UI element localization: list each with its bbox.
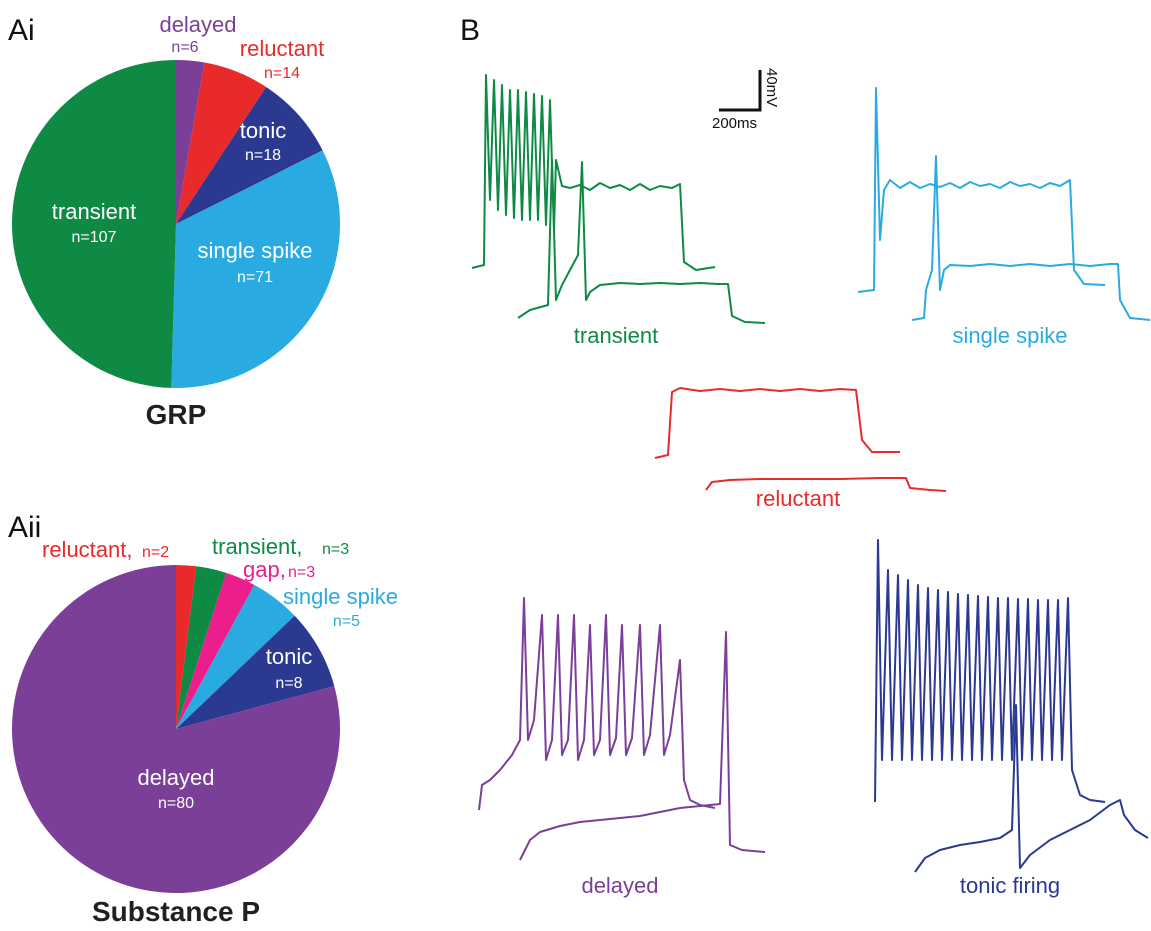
- grp-label-reluctant: reluctant: [240, 36, 324, 61]
- sp-n-tonic: n=8: [275, 675, 302, 692]
- sp-label-tonic: tonic: [266, 644, 312, 669]
- trace-label-reluctant: reluctant: [756, 486, 840, 511]
- trace-tonic-firing: [874, 539, 1149, 873]
- pie-title-grp: GRP: [146, 399, 207, 430]
- grp-slice-reluctant: [176, 62, 267, 224]
- trace-label-transient: transient: [574, 323, 658, 348]
- sp-n-gap: n=3: [288, 564, 315, 581]
- scale-bar: 200ms 40mV: [712, 68, 780, 132]
- sp-label-reluctant: reluctant,: [42, 537, 133, 562]
- sp-label-gap: gap,: [243, 557, 286, 582]
- grp-n-reluctant: n=14: [264, 65, 300, 82]
- scale-bar-voltage: 40mV: [763, 68, 780, 107]
- scale-bar-time: 200ms: [712, 115, 757, 132]
- grp-n-delayed: n=6: [171, 39, 198, 56]
- sp-slice-tonic: [176, 615, 335, 729]
- sp-n-delayed: n=80: [158, 795, 194, 812]
- trace-single-spike: [857, 87, 1151, 321]
- grp-n-tonic: n=18: [245, 147, 281, 164]
- grp-n-single-spike: n=71: [237, 269, 273, 286]
- trace-label-delayed: delayed: [581, 873, 658, 898]
- grp-slice-tonic: [176, 86, 323, 224]
- sp-slice-single-spike: [176, 584, 295, 729]
- grp-slice-transient: [12, 60, 177, 388]
- grp-label-delayed: delayed: [159, 12, 236, 37]
- sp-slice-reluctant: [176, 565, 197, 729]
- grp-n-transient: n=107: [72, 229, 117, 246]
- sp-n-single-spike: n=5: [333, 613, 360, 630]
- pie-chart-substance-p: [11, 565, 340, 893]
- pie-chart-grp: [12, 60, 341, 388]
- trace-label-tonic-firing: tonic firing: [960, 873, 1060, 898]
- grp-label-tonic: tonic: [240, 118, 286, 143]
- sp-label-transient: transient,: [212, 534, 303, 559]
- pie-title-substance-p: Substance P: [92, 896, 260, 927]
- trace-delayed: [478, 597, 766, 861]
- sp-label-single-spike: single spike: [283, 584, 398, 609]
- grp-slice-delayed: [176, 60, 205, 224]
- trace-label-single-spike: single spike: [953, 323, 1068, 348]
- sp-label-delayed: delayed: [137, 765, 214, 790]
- trace-reluctant: [654, 387, 947, 492]
- panel-label-aii: Aii: [8, 511, 41, 544]
- grp-slice-single-spike: [171, 150, 341, 388]
- sp-slice-transient: [176, 566, 227, 729]
- panel-label-b: B: [460, 14, 480, 47]
- grp-label-single-spike: single spike: [198, 238, 313, 263]
- trace-transient: [471, 74, 766, 324]
- panel-label-ai: Ai: [8, 14, 35, 47]
- sp-slice-gap: [176, 572, 255, 729]
- sp-n-transient: n=3: [322, 541, 349, 558]
- sp-n-reluctant: n=2: [142, 544, 169, 561]
- sp-slice-delayed: [11, 565, 340, 893]
- grp-label-transient: transient: [52, 199, 136, 224]
